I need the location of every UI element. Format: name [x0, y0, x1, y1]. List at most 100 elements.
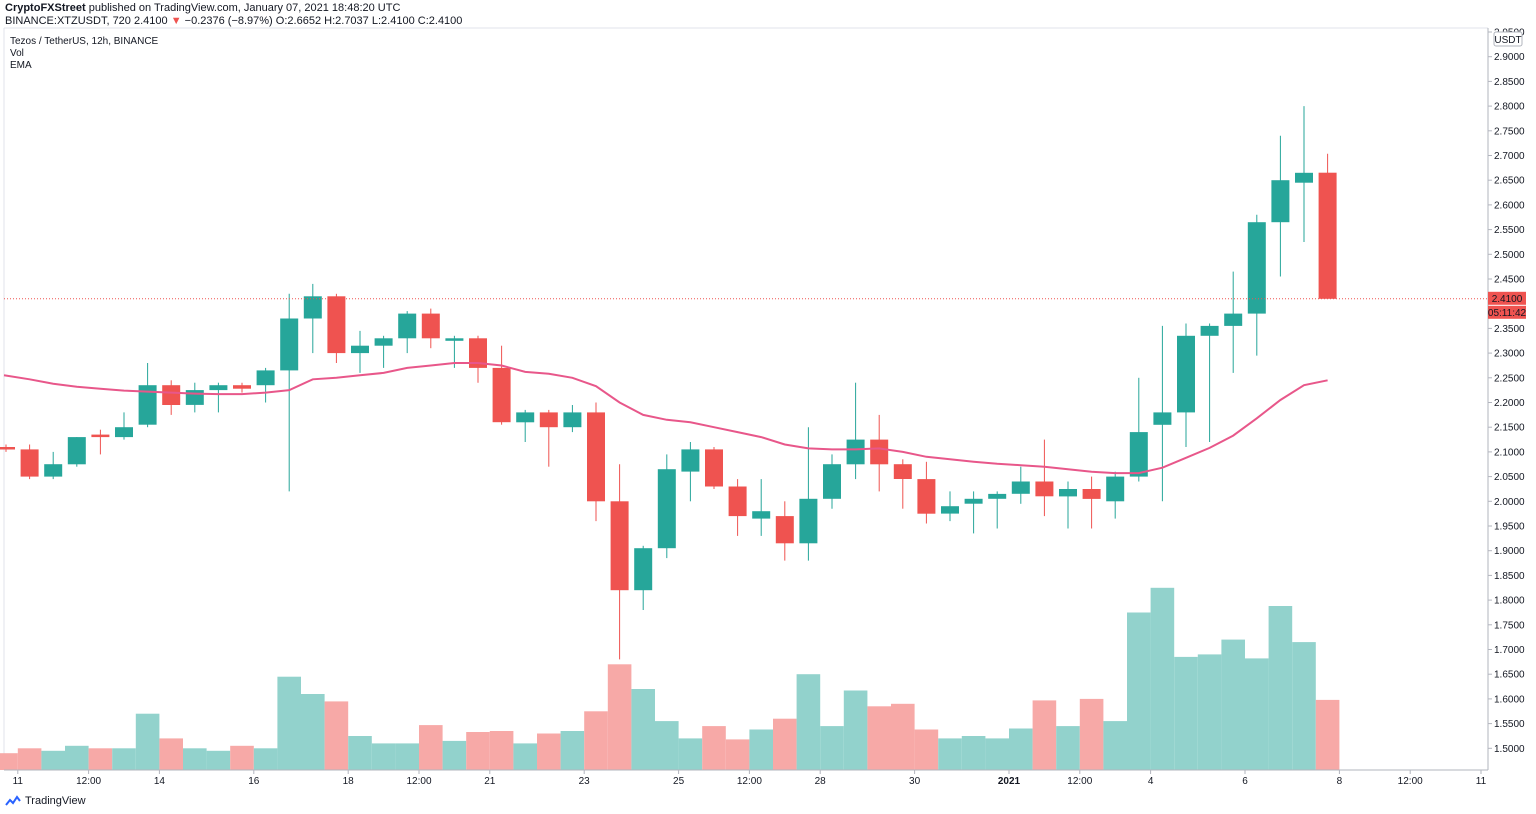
price-tick-label: 2.6500 — [1494, 176, 1525, 187]
candle-body — [327, 296, 346, 354]
candle-body — [1129, 432, 1148, 477]
volume-bar — [395, 743, 419, 770]
price-tick-label: 2.5000 — [1494, 250, 1525, 261]
candle-body — [1295, 172, 1313, 183]
candle-body — [0, 447, 15, 450]
candlesticks — [0, 106, 1337, 660]
candle-body — [374, 338, 393, 346]
volume-bar — [17, 748, 42, 770]
candle-body — [728, 486, 747, 517]
volume-bar — [560, 731, 585, 770]
tradingview-logo[interactable]: TradingView — [5, 795, 86, 807]
volume-bar — [961, 736, 986, 770]
high-value: 2.7037 — [335, 15, 369, 27]
candle-body — [445, 338, 464, 341]
volume-bar — [183, 748, 207, 770]
low-label: L: — [371, 15, 382, 27]
time-tick-label: 12:00 — [406, 776, 431, 787]
time-tick-label: 30 — [909, 776, 921, 787]
candle-body — [587, 412, 605, 502]
price-tick-label: 2.1000 — [1494, 447, 1525, 458]
volume-bar — [301, 694, 325, 770]
price-tick-label: 1.7500 — [1494, 620, 1525, 631]
candle-body — [1059, 489, 1077, 497]
volume-bar — [820, 726, 844, 770]
candle-body — [1200, 325, 1219, 336]
volume-bar — [1079, 698, 1104, 770]
time-tick-label: 6 — [1242, 776, 1248, 787]
publisher-name[interactable]: CryptoFXStreet — [5, 2, 86, 14]
legend-title[interactable]: Tezos / TetherUS, 12h, BINANCE — [10, 36, 159, 47]
tradingview-brand: TradingView — [25, 795, 86, 807]
currency-label-box — [1493, 31, 1523, 47]
candle-body — [1271, 180, 1290, 223]
volume-bar — [1103, 721, 1127, 770]
last-price-box — [1488, 291, 1526, 305]
time-tick-label: 11 — [1476, 776, 1487, 787]
volume-bar — [1056, 726, 1080, 770]
candle-body — [799, 498, 818, 544]
time-tick-label: 4 — [1148, 776, 1154, 787]
volume-bar — [1221, 639, 1245, 770]
price-tick-label: 1.9500 — [1494, 522, 1525, 533]
candle-body — [941, 506, 959, 514]
time-tick-label: 8 — [1337, 776, 1343, 787]
volume-bar — [159, 738, 183, 770]
volume-bar — [1150, 587, 1175, 771]
volume-bar — [41, 750, 65, 770]
candle-body — [1011, 481, 1030, 494]
symbol-info-line: BINANCE:XTZUSDT, 720 2.4100 ▼ −0.2376 (−… — [5, 15, 462, 27]
volume-bar — [489, 731, 514, 770]
volume-bar — [773, 718, 797, 770]
currency-label: USDT — [1494, 35, 1521, 46]
price-tick-label: 2.0000 — [1494, 497, 1525, 508]
price-tick-label: 2.1500 — [1494, 423, 1525, 434]
candle-body — [634, 548, 653, 591]
legend-vol[interactable]: Vol — [10, 48, 24, 59]
candle-body — [681, 449, 700, 472]
candle-body — [1035, 481, 1054, 497]
time-axis-ticks: 11 12:00 14 16 18 12:00 21 23 25 12:00 28 30 2021 12:… — [13, 770, 1487, 787]
candle-body — [657, 469, 676, 549]
candle-body — [469, 338, 487, 368]
candle-body — [91, 434, 110, 438]
price-tick-label: 2.4500 — [1494, 275, 1525, 286]
legend-ema[interactable]: EMA — [10, 60, 32, 71]
volume-bar — [466, 732, 490, 770]
volume-bar — [253, 748, 278, 770]
price-tick-label: 2.8500 — [1494, 77, 1525, 88]
volume-bars — [0, 587, 1340, 771]
volume-bar — [277, 676, 301, 770]
time-tick-label: 25 — [673, 776, 685, 787]
down-arrow-icon: ▼ — [170, 15, 182, 27]
candle-body — [185, 390, 204, 405]
volume-bar — [135, 713, 160, 770]
price-tick-label: 1.8500 — [1494, 571, 1525, 582]
low-value: 2.4100 — [381, 15, 415, 27]
candle-body — [233, 385, 251, 389]
price-tick-label: 2.7500 — [1494, 126, 1525, 137]
time-tick-label: 12:00 — [1398, 776, 1423, 787]
price-tick-label: 1.6500 — [1494, 670, 1525, 681]
volume-bar — [371, 743, 396, 770]
ema-line — [3, 362, 1328, 475]
publish-header: CryptoFXStreet published on TradingView.… — [5, 2, 400, 18]
open-value: 2.6652 — [287, 15, 322, 27]
candle-body — [115, 427, 133, 438]
last-price-value: 2.4100 — [133, 15, 168, 27]
volume-bar — [607, 664, 632, 770]
candle-body — [1153, 412, 1172, 425]
price-axis-ticks: 1.5000 1.5500 1.6000 1.6500 1.7000 1.7500 1.80… — [1488, 28, 1525, 755]
candle-body — [398, 313, 417, 339]
time-tick-label: 23 — [579, 776, 591, 787]
candle-body — [823, 464, 841, 499]
candle-body — [988, 493, 1007, 499]
candle-body — [610, 501, 629, 591]
price-tick-label: 2.2000 — [1494, 398, 1525, 409]
candle-body — [421, 313, 440, 339]
candle-body — [705, 449, 723, 487]
volume-bar — [0, 753, 18, 770]
candle-body — [209, 385, 228, 391]
volume-bar — [419, 725, 443, 770]
